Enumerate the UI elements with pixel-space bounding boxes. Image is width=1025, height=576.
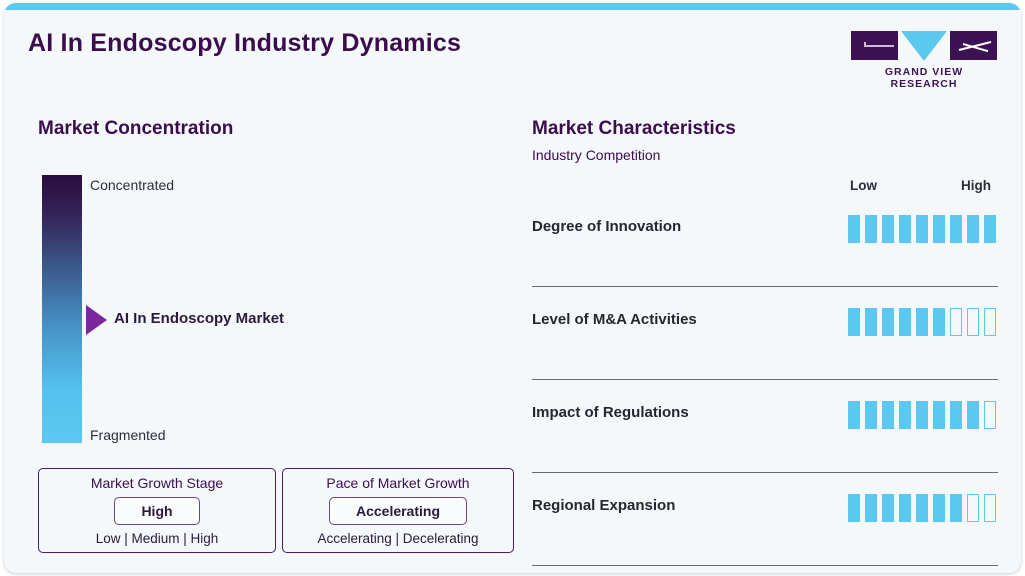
characteristic-rating-scale bbox=[848, 308, 996, 336]
pace-of-market-growth-title: Pace of Market Growth bbox=[326, 475, 470, 491]
logo-wordmark: GRAND VIEW RESEARCH bbox=[884, 66, 964, 90]
logo-v-triangle-icon bbox=[901, 30, 947, 61]
pace-of-market-growth-value: Accelerating bbox=[328, 497, 468, 525]
rating-tick-filled bbox=[933, 494, 945, 522]
rating-tick-empty bbox=[967, 308, 979, 336]
axis-label-low: Low bbox=[850, 178, 877, 193]
market-growth-stage-box: Market Growth Stage High Low | Medium | … bbox=[38, 468, 276, 553]
rating-tick-filled bbox=[865, 494, 877, 522]
characteristic-label: Impact of Regulations bbox=[532, 404, 689, 421]
characteristic-label: Degree of Innovation bbox=[532, 218, 682, 235]
page-title: AI In Endoscopy Industry Dynamics bbox=[28, 29, 462, 57]
rating-tick-empty bbox=[984, 308, 996, 336]
characteristic-rating-scale bbox=[848, 401, 996, 429]
rating-tick-filled bbox=[916, 215, 928, 243]
row-separator bbox=[532, 565, 998, 566]
characteristic-label: Regional Expansion bbox=[532, 497, 676, 514]
market-characteristics-subheading: Industry Competition bbox=[532, 147, 661, 163]
brand-logo: GRAND VIEW RESEARCH bbox=[851, 30, 997, 90]
pace-of-market-growth-box: Pace of Market Growth Accelerating Accel… bbox=[282, 468, 514, 553]
characteristic-row: Regional Expansion bbox=[532, 487, 998, 573]
characteristic-row: Impact of Regulations bbox=[532, 394, 998, 487]
market-position-arrow-icon bbox=[86, 305, 107, 335]
rating-tick-filled bbox=[916, 401, 928, 429]
rating-tick-filled bbox=[865, 215, 877, 243]
logo-g-icon bbox=[851, 31, 898, 60]
rating-tick-filled bbox=[882, 215, 894, 243]
pace-of-market-growth-options: Accelerating | Decelerating bbox=[317, 531, 479, 546]
market-characteristics-heading: Market Characteristics bbox=[532, 118, 736, 139]
concentration-gradient-scale bbox=[42, 175, 82, 443]
rating-tick-filled bbox=[916, 308, 928, 336]
rating-tick-filled bbox=[933, 215, 945, 243]
market-growth-stage-options: Low | Medium | High bbox=[95, 531, 219, 546]
rating-tick-filled bbox=[865, 401, 877, 429]
rating-tick-filled bbox=[848, 401, 860, 429]
row-separator bbox=[532, 472, 998, 473]
rating-tick-filled bbox=[848, 308, 860, 336]
rating-tick-filled bbox=[899, 401, 911, 429]
rating-tick-filled bbox=[933, 308, 945, 336]
characteristic-rating-scale bbox=[848, 494, 996, 522]
market-growth-stage-title: Market Growth Stage bbox=[90, 475, 224, 491]
rating-tick-empty bbox=[967, 494, 979, 522]
rating-tick-filled bbox=[899, 494, 911, 522]
characteristic-label: Level of M&A Activities bbox=[532, 311, 697, 328]
scale-label-concentrated: Concentrated bbox=[90, 177, 175, 193]
rating-tick-filled bbox=[916, 494, 928, 522]
rating-tick-filled bbox=[899, 215, 911, 243]
rating-tick-filled bbox=[984, 215, 996, 243]
rating-tick-filled bbox=[933, 401, 945, 429]
rating-tick-empty bbox=[950, 308, 962, 336]
characteristic-row: Degree of Innovation bbox=[532, 208, 998, 301]
scale-label-fragmented: Fragmented bbox=[90, 427, 166, 443]
rating-tick-filled bbox=[967, 215, 979, 243]
rating-tick-filled bbox=[848, 494, 860, 522]
market-position-label: AI In Endoscopy Market bbox=[114, 310, 285, 327]
logo-marks bbox=[851, 30, 997, 61]
rating-tick-filled bbox=[899, 308, 911, 336]
characteristic-row: Level of M&A Activities bbox=[532, 301, 998, 394]
market-growth-stage-value: High bbox=[114, 497, 200, 525]
market-concentration-heading: Market Concentration bbox=[38, 118, 234, 139]
rating-tick-filled bbox=[848, 215, 860, 243]
rating-tick-filled bbox=[950, 401, 962, 429]
rating-tick-filled bbox=[967, 401, 979, 429]
rating-tick-filled bbox=[882, 401, 894, 429]
row-separator bbox=[532, 379, 998, 380]
card-top-accent-bar bbox=[4, 3, 1021, 10]
logo-r-icon bbox=[950, 31, 997, 60]
axis-label-high: High bbox=[961, 178, 991, 193]
row-separator bbox=[532, 286, 998, 287]
rating-tick-filled bbox=[882, 308, 894, 336]
rating-tick-filled bbox=[950, 215, 962, 243]
infographic-card: AI In Endoscopy Industry Dynamics GRAND … bbox=[4, 3, 1021, 573]
characteristic-rating-scale bbox=[848, 215, 996, 243]
rating-tick-empty bbox=[984, 494, 996, 522]
rating-tick-filled bbox=[865, 308, 877, 336]
rating-tick-filled bbox=[882, 494, 894, 522]
rating-tick-filled bbox=[950, 494, 962, 522]
rating-tick-empty bbox=[984, 401, 996, 429]
